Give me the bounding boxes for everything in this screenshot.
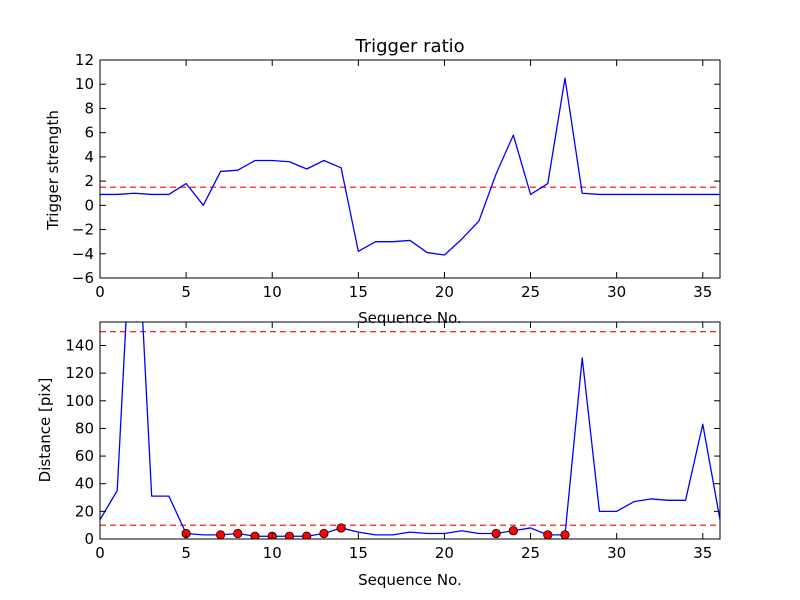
y-tick-label: −4	[72, 245, 94, 263]
plot-content	[100, 322, 720, 539]
x-tick-label: 0	[95, 544, 105, 562]
x-tick-label: 30	[607, 283, 626, 301]
x-tick-label: 35	[693, 283, 712, 301]
plot-area: 0 5 10 15 20 25 30 35 −6 −4 −2 0 2 4 6 8 10 12	[72, 51, 721, 301]
x-tick-label: 15	[349, 283, 368, 301]
chart-title: Trigger ratio	[354, 36, 464, 57]
data-point-marker	[284, 531, 295, 539]
x-tick-label: 10	[263, 544, 282, 562]
y-tick-label: −2	[72, 221, 94, 239]
y-tick-label: 4	[84, 148, 94, 166]
y-tick-label: 8	[84, 99, 94, 117]
data-point-marker	[233, 528, 243, 539]
y-tick-label: 120	[65, 364, 94, 382]
y-tick-label: 40	[75, 475, 94, 493]
y-tick-label: 0	[84, 530, 94, 548]
chart-distance: Sequence No. Distance [pix] 0 5 10 15 20 25 30…	[36, 321, 721, 589]
data-point-marker	[336, 523, 346, 533]
x-tick-label: 30	[607, 544, 626, 562]
y-tick-label: 60	[75, 447, 94, 465]
plot-area: 0 5 10 15 20 25 30 35 0 20 40 60 80 100 120 140	[65, 321, 721, 562]
y-tick-label: 12	[75, 51, 94, 69]
chart-trigger-ratio: Trigger ratio Sequence No. Trigger stren…	[44, 36, 721, 327]
x-tick-label: 5	[181, 283, 191, 301]
y-axis-label: Trigger strength	[44, 110, 62, 231]
data-point-marker	[319, 528, 329, 539]
data-point-marker	[543, 530, 553, 539]
x-tick-label: 15	[349, 544, 368, 562]
x-axis-label: Sequence No.	[358, 309, 462, 327]
plot-frame	[99, 59, 721, 279]
y-tick-label: 140	[65, 336, 94, 354]
x-tick-label: 25	[521, 283, 540, 301]
y-tick-label: 100	[65, 392, 94, 410]
data-point-marker	[302, 531, 312, 539]
x-tick-label: 5	[181, 544, 191, 562]
plot-content	[100, 77, 720, 256]
series-line	[100, 77, 720, 256]
data-point-marker	[250, 531, 260, 539]
series-line	[100, 322, 720, 537]
x-tick-label: 35	[693, 544, 712, 562]
y-tick-label: 2	[84, 172, 94, 190]
y-tick-label: 0	[84, 196, 94, 214]
y-tick-label: 80	[75, 419, 94, 437]
data-point-marker	[560, 530, 570, 539]
x-tick-label: 20	[435, 283, 454, 301]
y-tick-label: 10	[75, 75, 94, 93]
data-point-marker	[215, 530, 226, 539]
data-point-marker	[508, 526, 518, 536]
y-axis-label: Distance [pix]	[36, 378, 54, 483]
y-tick-label: 20	[75, 502, 94, 520]
x-tick-label: 10	[263, 283, 282, 301]
y-tick-label: 6	[84, 124, 94, 142]
x-axis-label: Sequence No.	[358, 571, 462, 589]
x-tick-label: 20	[435, 544, 454, 562]
data-point-marker	[491, 528, 501, 539]
x-tick-label: 25	[521, 544, 540, 562]
y-tick-label: −6	[72, 269, 94, 287]
plot-frame	[99, 321, 721, 540]
x-tick-label: 0	[95, 283, 105, 301]
